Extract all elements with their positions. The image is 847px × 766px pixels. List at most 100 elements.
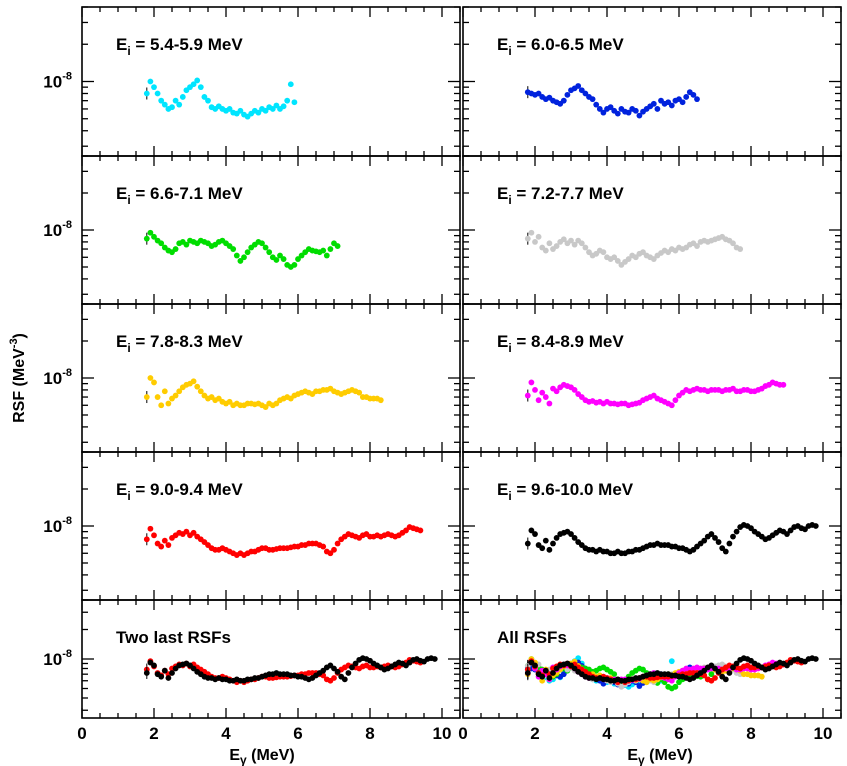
y-tick-label: 10-8 xyxy=(43,219,72,240)
data-point xyxy=(668,102,675,109)
x-tick-label: 0 xyxy=(77,724,86,743)
y-tick-label-exp: -8 xyxy=(62,71,72,83)
data-point xyxy=(550,540,556,547)
data-point xyxy=(287,81,294,88)
data-point xyxy=(194,77,201,84)
panel-title: All RSFs xyxy=(497,628,567,647)
data-point xyxy=(758,673,765,680)
data-point xyxy=(694,96,700,103)
data-point xyxy=(715,668,722,675)
data-point xyxy=(158,402,165,409)
data-point xyxy=(812,523,819,529)
data-point xyxy=(151,84,157,91)
data-point xyxy=(190,529,197,536)
data-point xyxy=(812,656,819,662)
data-point xyxy=(668,677,675,684)
y-tick-label-base: 10 xyxy=(43,369,62,388)
data-point xyxy=(582,90,589,97)
panel-title: Ei = 8.4-8.9 MeV xyxy=(497,332,624,355)
data-point xyxy=(197,388,204,395)
data-point xyxy=(158,543,165,550)
data-point xyxy=(640,666,646,673)
data-point xyxy=(733,528,740,535)
data-point xyxy=(356,389,363,396)
series-ei-6.6-7.1 xyxy=(143,229,341,270)
panel-frame xyxy=(462,6,842,157)
data-point xyxy=(269,106,276,112)
data-point xyxy=(161,101,168,108)
data-point xyxy=(147,229,154,236)
x-tick-label: 0 xyxy=(458,724,467,743)
series-ei-6.0-6.5 xyxy=(524,83,700,119)
data-point xyxy=(165,400,172,407)
data-point xyxy=(708,671,715,678)
data-point xyxy=(151,233,157,240)
data-point xyxy=(524,235,531,242)
panel-title-sub: i xyxy=(508,341,511,355)
data-point xyxy=(632,254,639,261)
x-axis-title-right-main: E xyxy=(627,747,638,764)
y-tick-label-base: 10 xyxy=(43,517,62,536)
panel-ei-6.0-6.5: Ei = 6.0-6.5 MeV xyxy=(462,6,842,157)
data-point xyxy=(575,83,582,89)
data-point xyxy=(553,388,560,395)
panel-title-rest: = 8.4-8.9 MeV xyxy=(512,332,625,351)
data-point xyxy=(266,249,273,256)
data-point xyxy=(524,670,531,676)
data-point xyxy=(780,381,787,388)
panel-title-rest: = 7.2-7.7 MeV xyxy=(512,184,625,203)
data-point xyxy=(345,670,352,676)
svg-text:RSF (MeV-3): RSF (MeV-3) xyxy=(8,333,28,423)
data-point xyxy=(172,392,179,399)
data-point xyxy=(546,400,553,407)
data-point xyxy=(539,673,546,680)
data-point xyxy=(726,670,733,676)
data-point xyxy=(625,109,632,116)
data-point xyxy=(535,397,542,404)
panel-title-main: E xyxy=(116,184,127,203)
data-point xyxy=(158,673,165,680)
panel-title-rest: = 9.6-10.0 MeV xyxy=(512,480,634,499)
data-point xyxy=(295,256,301,262)
panel-title-rest: = 6.0-6.5 MeV xyxy=(512,35,625,54)
data-point xyxy=(654,106,661,112)
data-point xyxy=(327,246,334,252)
data-point xyxy=(539,677,546,684)
series-ei-8.4-8.9 xyxy=(524,379,787,409)
data-point xyxy=(323,252,330,259)
panel-title-main: All RSFs xyxy=(497,628,567,647)
data-point xyxy=(176,101,183,108)
data-point xyxy=(334,243,341,249)
data-point xyxy=(154,90,161,97)
panel-frame xyxy=(462,451,842,601)
data-point xyxy=(147,525,154,532)
panel-ei-9.6-10.0: Ei = 9.6-10.0 MeV xyxy=(462,451,842,601)
data-point xyxy=(528,527,535,534)
data-point xyxy=(589,96,596,103)
x-tick-label: 8 xyxy=(365,724,374,743)
x-tick-label: 4 xyxy=(602,724,612,743)
panel-title-main: E xyxy=(116,332,127,351)
y-tick-label: 10-8 xyxy=(43,367,72,388)
data-point xyxy=(560,671,567,678)
data-point xyxy=(190,378,197,385)
data-point xyxy=(190,81,197,88)
panel-title: Ei = 5.4-5.9 MeV xyxy=(116,35,243,58)
panel-ei-8.4-8.9: Ei = 8.4-8.9 MeV xyxy=(462,303,842,453)
data-point xyxy=(143,235,150,242)
data-point xyxy=(262,244,269,251)
panel-title: Ei = 6.0-6.5 MeV xyxy=(497,35,624,58)
data-point xyxy=(539,389,546,396)
panel-title-rest: = 6.6-7.1 MeV xyxy=(131,184,244,203)
y-tick-label-exp: -8 xyxy=(62,367,72,379)
panel-title: Two last RSFs xyxy=(116,628,231,647)
y-axis-title-exp: -3 xyxy=(8,338,20,348)
series-ei-9.6-10.0 xyxy=(524,655,819,684)
data-point xyxy=(528,229,535,236)
x-tick-label: 6 xyxy=(674,724,683,743)
data-point xyxy=(722,548,729,555)
data-point xyxy=(327,550,334,557)
data-point xyxy=(331,675,337,681)
